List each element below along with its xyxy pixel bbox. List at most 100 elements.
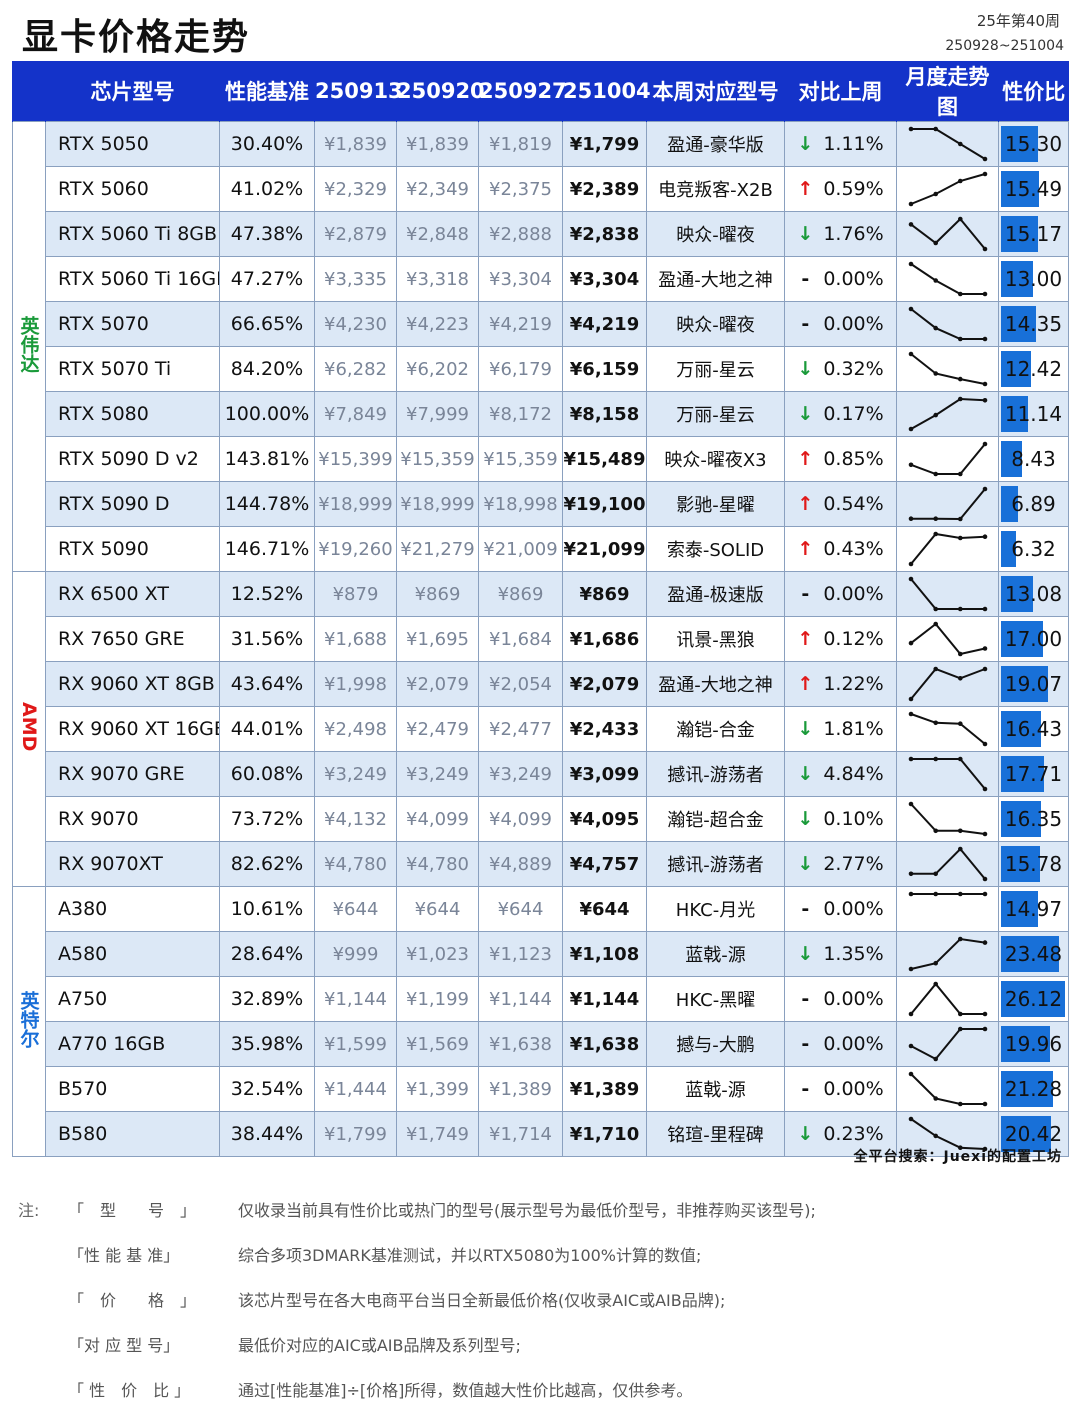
- table-row: A770 16GB 35.98% ¥1,599 ¥1,569 ¥1,638 ¥1,638 撼…: [13, 1021, 1069, 1067]
- ratio-value: 13.00: [1004, 267, 1063, 291]
- footer-credit: 全平台搜索：Juexi的配置工坊: [853, 1149, 1062, 1165]
- sparkline-point: [932, 240, 938, 246]
- sparkline-point: [932, 371, 938, 376]
- price-week2: ¥1,199: [396, 976, 479, 1022]
- value-ratio: 16.35: [998, 796, 1069, 842]
- monthly-trend-sparkline: [896, 256, 999, 302]
- sparkline-point: [932, 516, 938, 521]
- sparkline-point: [908, 756, 913, 762]
- header-brand: 本周对应型号: [646, 61, 785, 122]
- sparkline-point: [932, 621, 938, 627]
- sparkline-chart: [908, 621, 987, 657]
- sparkline-point: [932, 325, 938, 331]
- price-week1: ¥1,688: [314, 616, 397, 662]
- perf-baseline: 47.38%: [219, 211, 315, 257]
- dash-icon: -: [801, 1033, 810, 1055]
- sparkline-chart: [908, 1116, 987, 1152]
- perf-baseline: 43.64%: [219, 661, 315, 707]
- value-ratio: 20.42: [998, 1111, 1069, 1157]
- monthly-trend-sparkline: [896, 301, 999, 347]
- sparkline-line: [910, 713, 986, 745]
- sparkline-line: [909, 353, 985, 385]
- price-current: ¥8,158: [562, 391, 647, 437]
- price-week2: ¥3,249: [396, 751, 479, 797]
- price-week2: ¥7,999: [396, 391, 479, 437]
- chip-model: RTX 5080: [45, 391, 220, 437]
- ratio-bar: [1001, 1116, 1051, 1152]
- brand-model: 撼与-大鹏: [646, 1021, 785, 1067]
- price-week1: ¥6,282: [314, 346, 397, 392]
- price-current: ¥4,219: [562, 301, 647, 347]
- sparkline-chart: [908, 666, 987, 702]
- note-row: 「 性 价 比 」 通过[性能基准]÷[价格]所得，数值越大性价比越高，仅供参考…: [18, 1366, 816, 1411]
- table-row: RTX 5080 100.00% ¥7,849 ¥7,999 ¥8,172 ¥8,158 万…: [13, 391, 1069, 437]
- note-text: 该芯片型号在各大电商平台当日全新最低价格(仅收录AIC或AIB品牌);: [238, 1290, 726, 1310]
- perf-baseline: 31.56%: [219, 616, 315, 662]
- sparkline-point: [957, 676, 963, 681]
- sparkline-chart: [908, 261, 987, 297]
- ratio-bar: [1001, 891, 1038, 927]
- brand-model: 盈通-大地之神: [646, 661, 785, 707]
- note-text: 通过[性能基准]÷[价格]所得，数值越大性价比越高，仅供参考。: [238, 1380, 693, 1400]
- price-week2: ¥1,695: [396, 616, 479, 662]
- change-percent: 0.32%: [823, 358, 884, 380]
- sparkline-point: [932, 1096, 938, 1101]
- sparkline-line: [910, 758, 986, 790]
- table-body: 英伟达 RTX 5050 30.40% ¥1,839 ¥1,839 ¥1,819 ¥1,79…: [12, 121, 1069, 1157]
- sparkline-point: [957, 1101, 963, 1107]
- price-current: ¥1,108: [562, 931, 647, 977]
- price-week1: ¥2,329: [314, 166, 397, 212]
- price-current: ¥1,710: [562, 1111, 647, 1157]
- brand-model: 瀚铠-超合金: [646, 796, 785, 842]
- price-week1: ¥879: [314, 571, 397, 617]
- price-week2: ¥1,023: [396, 931, 479, 977]
- sparkline-point: [957, 291, 963, 297]
- brand-model: 映众-曜夜: [646, 211, 785, 257]
- sparkline-point: [908, 1116, 913, 1122]
- ratio-bar: [1001, 621, 1043, 657]
- perf-baseline: 66.65%: [219, 301, 315, 347]
- value-ratio: 11.14: [998, 391, 1069, 437]
- sparkline-point: [982, 291, 987, 297]
- change-vs-last-week: ↓ 0.32%: [784, 346, 897, 392]
- price-week1: ¥19,260: [314, 526, 397, 572]
- ratio-bar: [1001, 261, 1033, 297]
- price-week1: ¥2,879: [314, 211, 397, 257]
- price-current: ¥869: [562, 571, 647, 617]
- header-trend: 月度走势图: [896, 61, 999, 122]
- price-week3: ¥1,144: [478, 976, 563, 1022]
- price-current: ¥4,757: [562, 841, 647, 887]
- chip-model: RTX 5060: [45, 166, 220, 212]
- price-week1: ¥1,144: [314, 976, 397, 1022]
- brand-model: 蓝戟-源: [646, 1066, 785, 1112]
- change-vs-last-week: ↑ 0.54%: [784, 481, 897, 527]
- brand-model: 铭瑄-里程碑: [646, 1111, 785, 1157]
- sparkline-point: [982, 741, 987, 747]
- price-week2: ¥4,780: [396, 841, 479, 887]
- change-vs-last-week: ↑ 1.22%: [784, 661, 897, 707]
- ratio-bar: [1001, 846, 1040, 882]
- value-ratio: 23.48: [998, 931, 1069, 977]
- ratio-value: 20.42: [1004, 1122, 1063, 1146]
- chip-model: RX 9060 XT 16GB: [45, 706, 220, 752]
- sparkline-point: [908, 1011, 913, 1017]
- chip-model: RX 6500 XT: [45, 571, 220, 617]
- sparkline-line: [909, 622, 985, 656]
- change-vs-last-week: ↑ 0.85%: [784, 436, 897, 482]
- value-ratio: 12.42: [998, 346, 1069, 392]
- price-week3: ¥869: [478, 571, 563, 617]
- table-row: RTX 5090 D 144.78% ¥18,999 ¥18,999 ¥18,998 ¥1…: [13, 481, 1069, 527]
- arrow-down-icon: ↓: [797, 358, 814, 380]
- sparkline-point: [932, 871, 938, 877]
- header-model: 芯片型号: [45, 61, 220, 122]
- chip-model: RTX 5060 Ti 8GB: [45, 211, 220, 257]
- sparkline-point: [982, 336, 987, 342]
- brand-model: 盈通-豪华版: [646, 121, 785, 167]
- ratio-value: 16.35: [1004, 807, 1063, 831]
- sparkline-point: [982, 1101, 987, 1107]
- ratio-bar: [1001, 666, 1048, 702]
- sparkline-line: [909, 982, 985, 1015]
- ratio-value: 19.07: [1004, 672, 1063, 696]
- sparkline-point: [932, 191, 938, 197]
- table-row: RX 9070 73.72% ¥4,132 ¥4,099 ¥4,099 ¥4,095 瀚铠-…: [13, 796, 1069, 842]
